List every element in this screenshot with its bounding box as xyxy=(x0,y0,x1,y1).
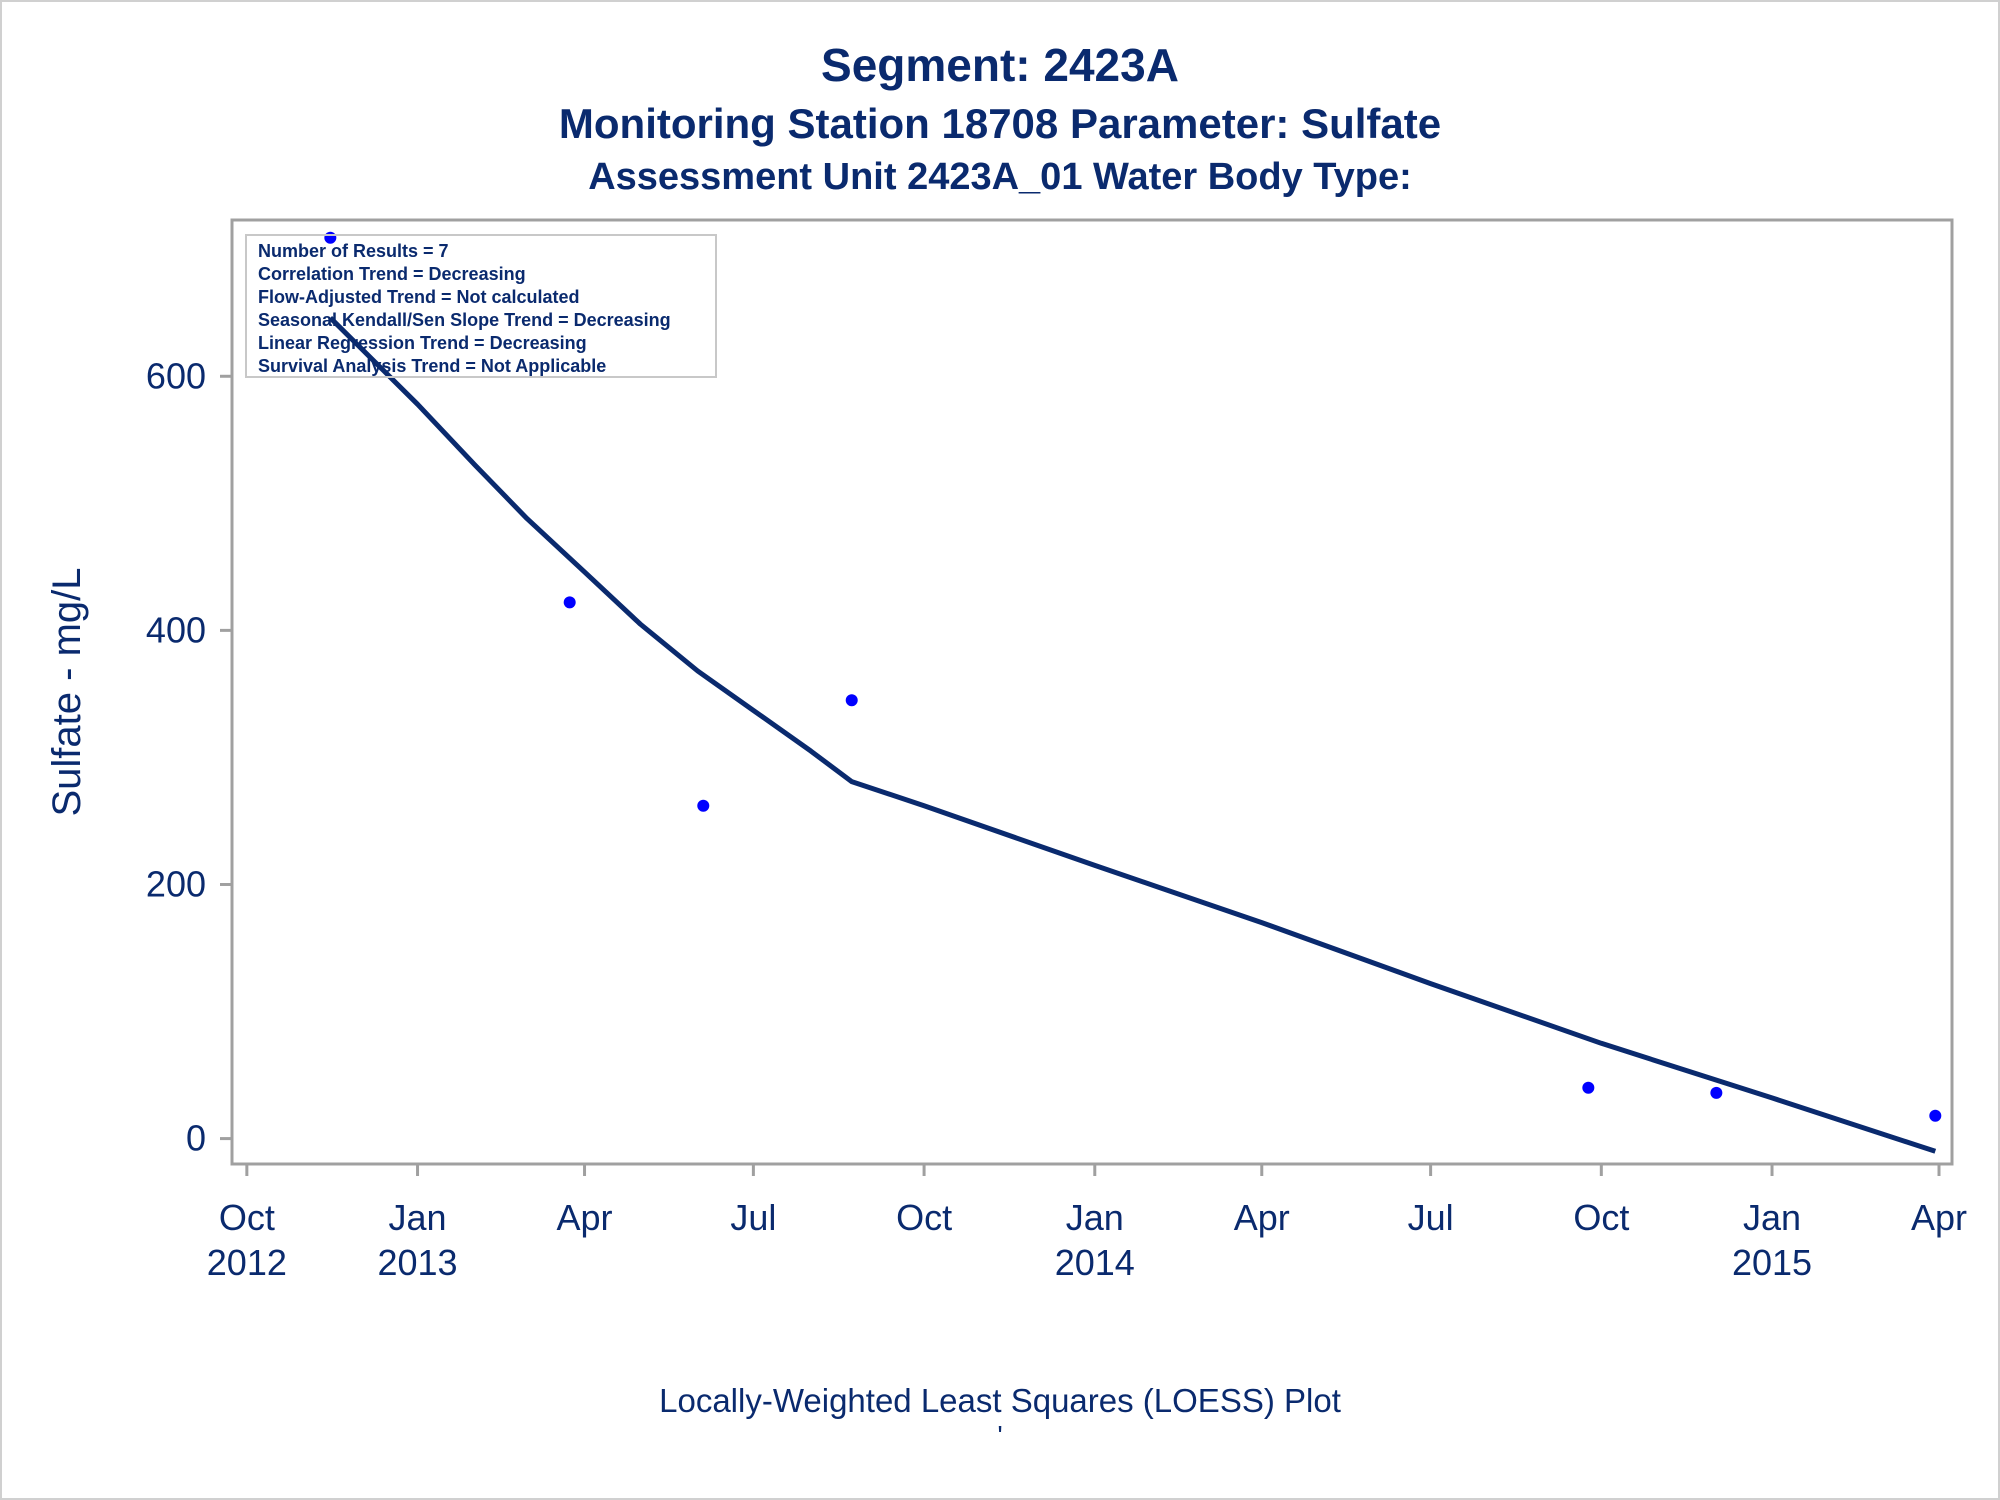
stats-box-line: Number of Results = 7 xyxy=(258,241,449,261)
y-tick-label: 0 xyxy=(186,1118,206,1159)
x-tick-label-month: Oct xyxy=(896,1197,952,1238)
chart-title: Segment: 2423A xyxy=(821,39,1179,91)
x-tick-label-month: Jan xyxy=(389,1197,447,1238)
data-point xyxy=(845,694,858,707)
x-tick-label-month: Jul xyxy=(730,1197,776,1238)
stats-box-line: Seasonal Kendall/Sen Slope Trend = Decre… xyxy=(258,310,671,330)
x-tick-label-month: Apr xyxy=(557,1197,613,1238)
stats-box-line: Linear Regression Trend = Decreasing xyxy=(258,333,587,353)
x-tick-label-month: Jan xyxy=(1743,1197,1801,1238)
stats-box-line: Correlation Trend = Decreasing xyxy=(258,264,526,284)
stats-box: Number of Results = 7 Correlation Trend =… xyxy=(245,234,717,378)
chart-subtitle-assessment: Assessment Unit 2423A_01 Water Body Type… xyxy=(588,156,1412,198)
x-tick-label-month: Apr xyxy=(1911,1197,1967,1238)
plot-area-border xyxy=(230,218,1954,1166)
footnote-loess: Locally-Weighted Least Squares (LOESS) P… xyxy=(659,1382,1341,1419)
y-tick-label: 600 xyxy=(146,355,206,396)
x-tick-label-month: Oct xyxy=(219,1197,275,1238)
y-axis-label: Sulfate - mg/L xyxy=(45,567,89,816)
x-tick-label-month: Apr xyxy=(1234,1197,1290,1238)
chart-subtitle-station: Monitoring Station 18708 Parameter: Sulf… xyxy=(558,100,1442,147)
x-tick-label-month: Oct xyxy=(1573,1197,1629,1238)
stats-box-line: Flow-Adjusted Trend = Not calculated xyxy=(258,287,580,307)
data-point xyxy=(697,799,710,812)
y-axis: 0 200 400 600 xyxy=(146,355,232,1159)
stats-box-line: Survival Analysis Trend = Not Applicable xyxy=(258,356,606,376)
data-point xyxy=(1929,1109,1942,1122)
x-tick-label-month: Jul xyxy=(1408,1197,1454,1238)
x-tick-label-year: 2014 xyxy=(1055,1242,1135,1283)
data-point xyxy=(1582,1081,1595,1094)
data-point xyxy=(563,596,576,609)
footnote-mark: ' xyxy=(997,1420,1003,1451)
x-tick-label-year: 2012 xyxy=(207,1242,287,1283)
x-tick-label-year: 2013 xyxy=(377,1242,457,1283)
stats-box-border xyxy=(245,234,717,378)
y-tick-label: 200 xyxy=(146,863,206,904)
loess-fit-line xyxy=(328,316,1937,1154)
x-tick-label-year: 2015 xyxy=(1732,1242,1812,1283)
loess-line xyxy=(328,316,1937,1154)
data-point xyxy=(1710,1086,1723,1099)
x-tick-label-month: Jan xyxy=(1066,1197,1124,1238)
y-tick-label: 400 xyxy=(146,609,206,650)
